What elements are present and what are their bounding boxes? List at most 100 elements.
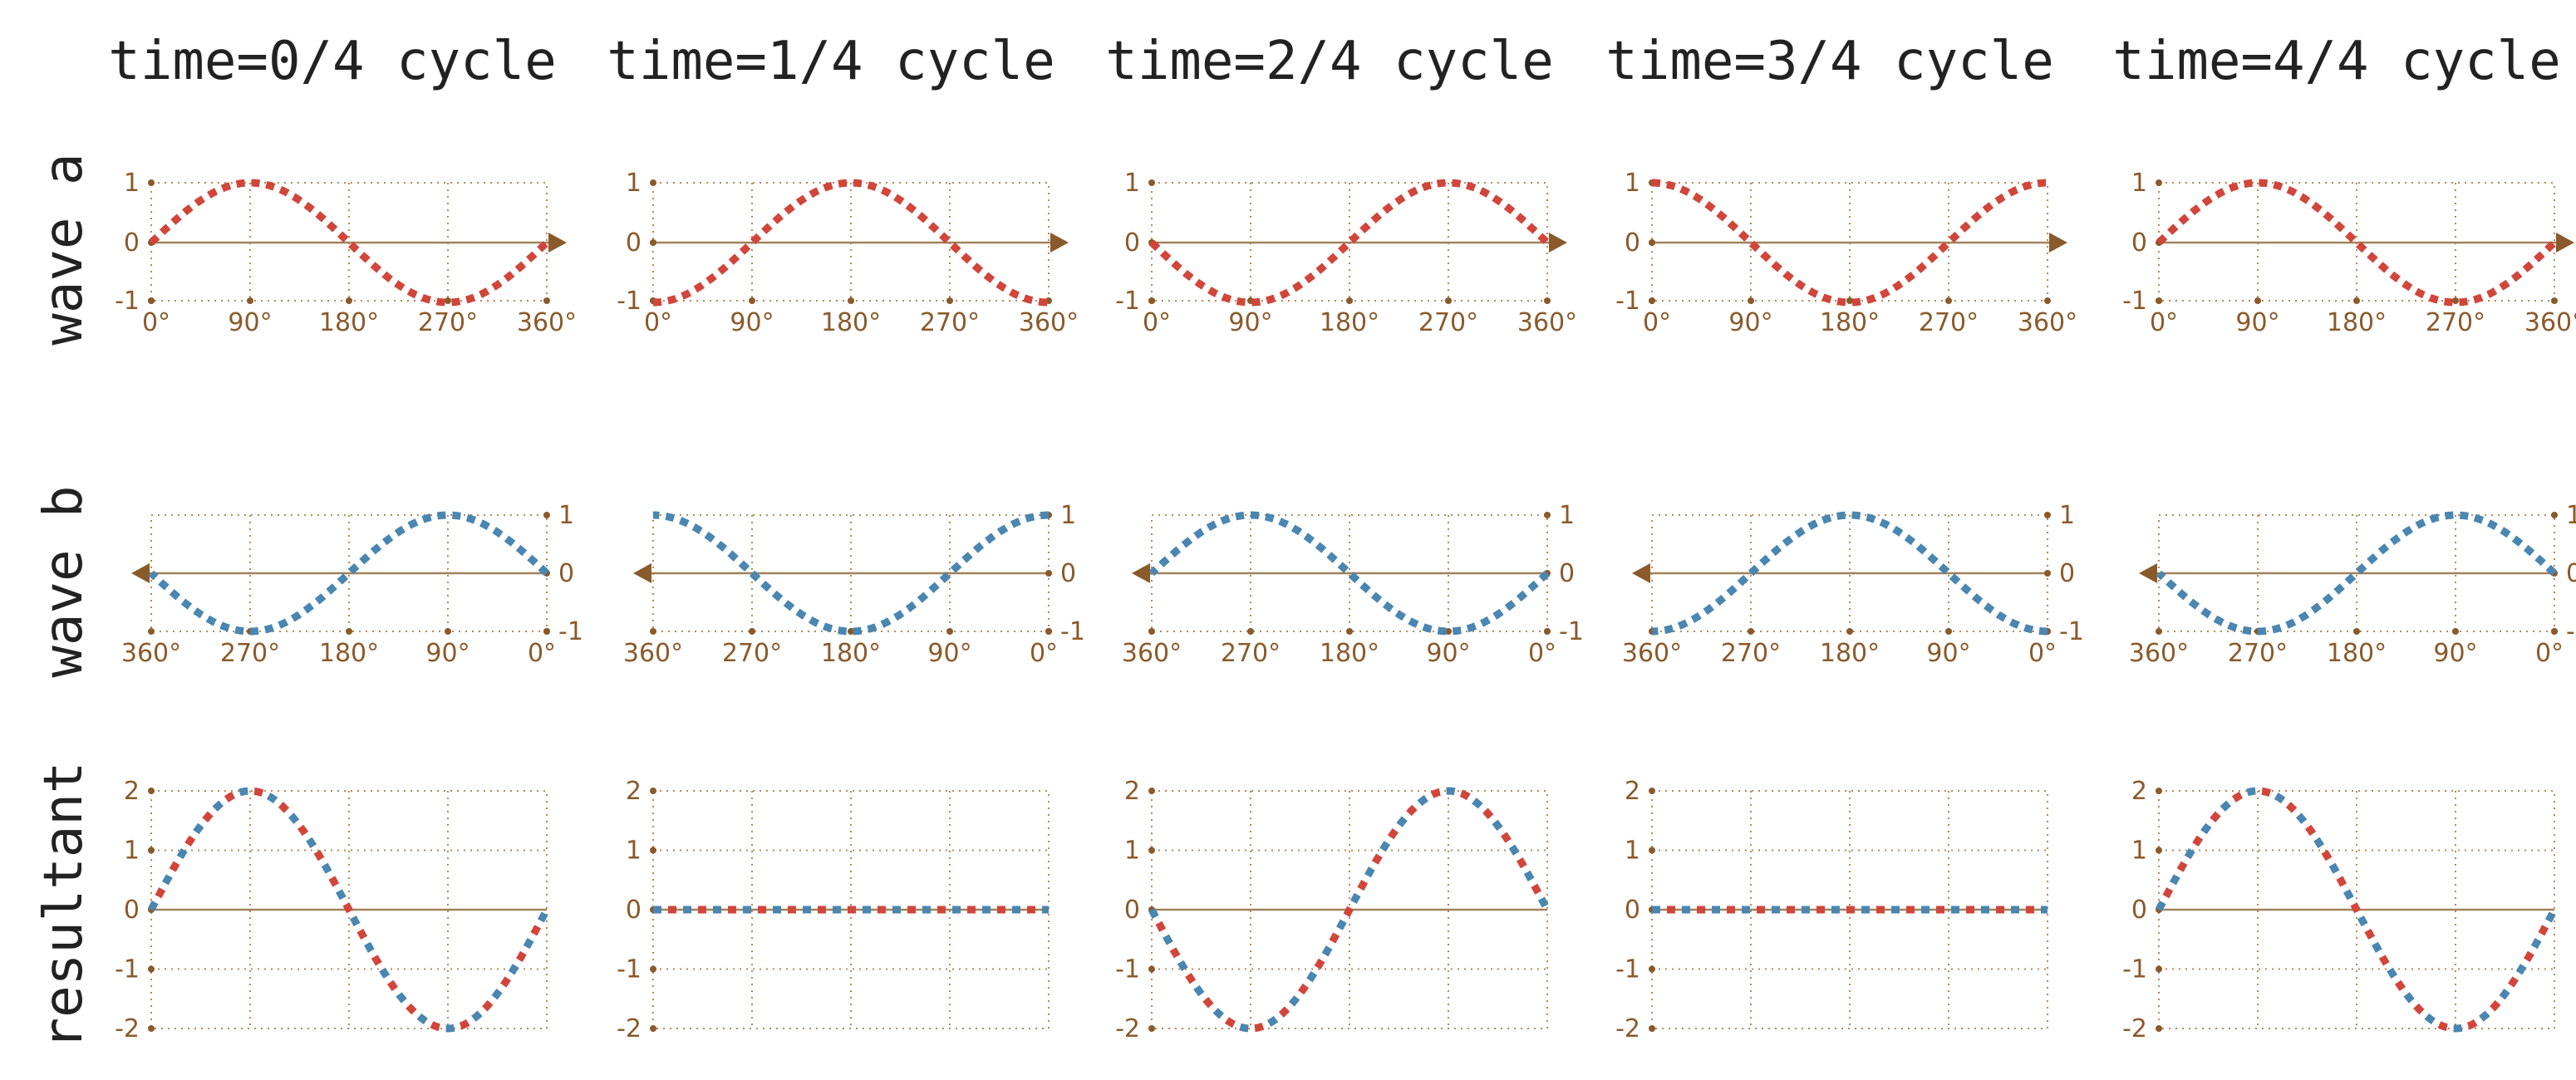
y-tick-label: -1 — [617, 955, 642, 984]
tick-dot — [1247, 628, 1254, 635]
direction-arrow-left — [633, 563, 651, 583]
tick-dot — [543, 297, 550, 304]
tick-dot — [1846, 297, 1853, 304]
y-tick-label: -1 — [2122, 955, 2147, 984]
tick-dot — [1748, 628, 1754, 635]
tick-dot — [1148, 847, 1155, 854]
wave-a-panel: 1 0 -10° 90° 180° 270° 360° — [115, 169, 577, 337]
x-tick-label: 180° — [2327, 639, 2387, 668]
y-tick-label: 0 — [1124, 896, 1140, 925]
resultant-curve-b — [2156, 787, 2558, 1033]
y-tick-label: 0 — [124, 228, 140, 258]
y-tick-label: 1 — [2131, 169, 2147, 198]
y-tick-label: 1 — [124, 837, 140, 866]
x-tick-label: 270° — [220, 639, 280, 668]
tick-dot — [1945, 297, 1952, 304]
x-tick-label: 90° — [927, 639, 971, 668]
x-tick-label: 360° — [623, 639, 683, 668]
tick-dot — [650, 628, 656, 635]
resultant-curve-b — [148, 787, 550, 1033]
y-tick-label: -1 — [1115, 287, 1140, 316]
x-tick-label: 180° — [821, 308, 881, 337]
column-title: time=1/4 cycle — [607, 31, 1054, 92]
plot-frame — [652, 790, 1050, 1029]
wave-b-panel: 1 0 -1 360° 270° 180° 90° 0° — [2129, 501, 2576, 668]
resultant-panel: 2 1 0 -1 -2 — [617, 777, 1050, 1043]
tick-dot — [2156, 179, 2162, 186]
tick-dot — [148, 179, 155, 186]
y-tick-label: -1 — [2059, 617, 2084, 646]
tick-dot — [1544, 512, 1551, 518]
y-tick-label: 0 — [2131, 228, 2147, 258]
y-tick-label: 0 — [124, 896, 140, 925]
tick-dot — [2156, 297, 2162, 304]
plot-frame — [2158, 790, 2555, 1029]
y-tick-label: -1 — [2122, 287, 2147, 316]
direction-arrow-left — [131, 563, 150, 583]
x-tick-label: 0° — [142, 308, 170, 337]
x-tick-label: 180° — [1320, 308, 1379, 337]
tick-dot — [1346, 297, 1353, 304]
wave-b-curve — [653, 511, 1049, 636]
x-tick-label: 270° — [1221, 639, 1281, 668]
wave-b-panel: 1 0 -1 360° 270° 180° 90° 0° — [1122, 501, 1584, 668]
plot-frame — [1651, 790, 2048, 1029]
tick-dot — [2353, 628, 2360, 635]
tick-dot — [247, 297, 253, 304]
tick-dot — [650, 965, 656, 973]
x-tick-label: 180° — [2327, 308, 2387, 337]
y-tick-label: -1 — [1115, 955, 1140, 984]
tick-dot — [946, 297, 953, 304]
direction-arrow-right — [1050, 233, 1069, 253]
row-label: wave b — [33, 485, 95, 677]
x-tick-label: 270° — [2228, 639, 2288, 668]
tick-dot — [148, 788, 155, 794]
plot-frame — [150, 790, 548, 1029]
y-tick-label: 0 — [2059, 559, 2075, 588]
tick-dot — [1346, 628, 1353, 635]
tick-dot — [2156, 965, 2162, 973]
direction-arrow-right — [2556, 233, 2574, 253]
y-tick-label: 0 — [626, 228, 642, 258]
tick-dot — [1148, 788, 1155, 794]
resultant-panel: 2 1 0 -1 -2 — [115, 777, 550, 1043]
x-tick-label: 180° — [1820, 639, 1880, 668]
column-title: time=4/4 cycle — [2112, 31, 2560, 92]
tick-dot — [650, 239, 656, 246]
x-tick-label: 360° — [1517, 308, 1577, 337]
x-tick-label: 0° — [1528, 639, 1556, 668]
x-tick-label: 90° — [2235, 308, 2279, 337]
row-label: wave a — [33, 153, 95, 345]
tick-dot — [2353, 297, 2360, 304]
y-tick-label: 1 — [2131, 837, 2147, 866]
tick-dot — [2452, 628, 2459, 635]
tick-dot — [2044, 297, 2051, 304]
x-tick-label: 0° — [1143, 308, 1171, 337]
tick-dot — [2254, 297, 2261, 304]
y-tick-label: 2 — [1124, 777, 1140, 806]
tick-dot — [1045, 570, 1052, 577]
y-tick-label: 0 — [1559, 559, 1575, 588]
tick-dot — [848, 628, 854, 635]
x-tick-label: 270° — [2426, 308, 2485, 337]
y-tick-label: 1 — [1124, 837, 1140, 866]
tick-dot — [2156, 1025, 2162, 1032]
x-tick-label: 270° — [418, 308, 478, 337]
plot-frame — [1151, 790, 1548, 1029]
resultant-curve-a — [148, 787, 550, 1033]
tick-dot — [543, 512, 550, 518]
y-tick-label: 0 — [1060, 559, 1076, 588]
tick-dot — [1148, 965, 1155, 973]
x-tick-label: 360° — [121, 639, 181, 668]
y-tick-label: 0 — [2566, 559, 2576, 588]
x-tick-label: 360° — [1019, 308, 1079, 337]
tick-dot — [1649, 788, 1655, 794]
x-tick-label: 180° — [821, 639, 881, 668]
wave-a-curve — [148, 179, 550, 307]
x-tick-label: 90° — [1228, 308, 1272, 337]
y-tick-label: -1 — [2566, 617, 2576, 646]
x-tick-label: 360° — [517, 308, 577, 337]
tick-dot — [1846, 628, 1853, 635]
y-tick-label: 1 — [626, 169, 642, 198]
x-tick-label: 0° — [644, 308, 672, 337]
